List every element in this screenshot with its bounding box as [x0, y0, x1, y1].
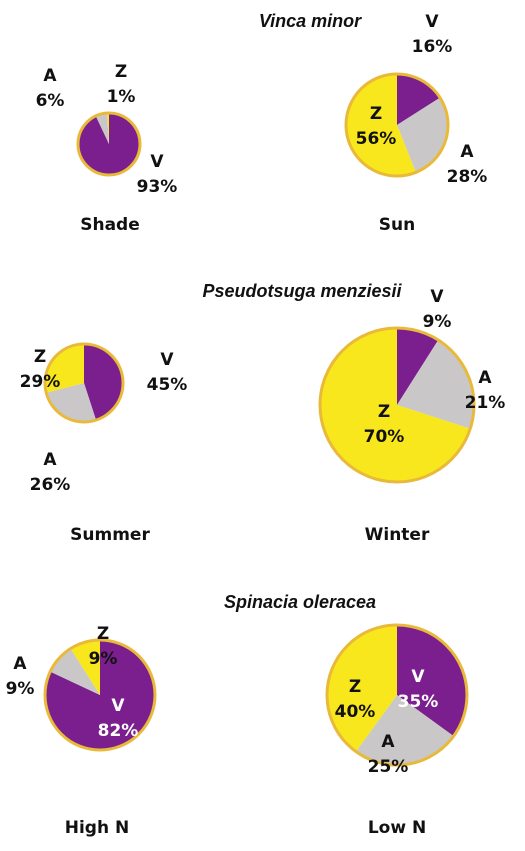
slice-category: A — [13, 654, 27, 674]
slice-category: V — [411, 667, 425, 687]
pie-slice — [78, 113, 141, 175]
slice-value-label: 56% — [356, 129, 397, 149]
pie-caption: Low N — [368, 818, 426, 838]
pie-caption: Summer — [70, 525, 150, 545]
slice-value-label: 26% — [30, 475, 71, 495]
slice-value-label: 28% — [447, 167, 488, 187]
slice-value-label: 9% — [89, 649, 118, 669]
slice-category: A — [460, 142, 474, 162]
slice-value-label: 16% — [412, 37, 453, 57]
pie-slice — [44, 344, 84, 393]
slice-value-label: 40% — [335, 702, 376, 722]
slice-value-label: 1% — [107, 87, 136, 107]
pie-slice — [327, 625, 397, 752]
slice-category: Z — [97, 624, 109, 644]
slice-category: Z — [378, 402, 390, 422]
slice-category: V — [430, 287, 444, 307]
slice-value-label: 9% — [423, 312, 452, 332]
pie-slice — [397, 625, 468, 737]
slice-value-label: 82% — [98, 721, 139, 741]
species-title: Vinca minor — [259, 11, 362, 31]
slice-category: V — [111, 696, 125, 716]
pie-caption: Winter — [365, 525, 430, 545]
pie-slice — [346, 74, 416, 176]
slice-category: Z — [349, 677, 361, 697]
pie-slice — [320, 328, 471, 482]
slice-category: A — [43, 450, 57, 470]
pie-slice — [95, 113, 109, 144]
pie-caption: Shade — [80, 215, 140, 235]
species-title: Spinacia oleracea — [224, 592, 376, 612]
species-title: Pseudotsuga menziesii — [202, 281, 402, 301]
pie-slice — [355, 695, 454, 765]
slice-category: V — [425, 12, 439, 32]
pie-outline — [344, 72, 450, 178]
slice-category: Z — [115, 62, 127, 82]
pie-slice — [45, 640, 156, 750]
slice-category: A — [43, 66, 57, 86]
pie-outline — [76, 111, 142, 177]
slice-value-label: 93% — [137, 177, 178, 197]
slice-category: V — [160, 350, 174, 370]
pie-outline — [43, 638, 157, 752]
slice-category: Z — [34, 347, 46, 367]
slice-category: V — [150, 152, 164, 172]
pie-slice — [70, 640, 100, 695]
slice-value-label: 35% — [398, 692, 439, 712]
slice-value-label: 21% — [465, 393, 506, 413]
pie-slice — [107, 113, 109, 144]
slice-category: A — [478, 368, 492, 388]
pie-slice — [50, 648, 100, 695]
pie-slice — [397, 328, 439, 405]
slice-value-label: 6% — [36, 91, 65, 111]
pie-slice — [397, 97, 449, 173]
slice-value-label: 45% — [147, 375, 188, 395]
pie-slice — [397, 339, 474, 429]
slice-value-label: 70% — [364, 427, 405, 447]
pie-caption: Sun — [379, 215, 415, 235]
slice-category: Z — [370, 104, 382, 124]
pie-slice — [84, 343, 124, 421]
pie-caption: High N — [65, 818, 129, 838]
slice-category: A — [381, 732, 395, 752]
pie-outline — [318, 326, 476, 484]
slice-value-label: 29% — [20, 372, 61, 392]
pie-outline — [43, 342, 125, 424]
slice-value-label: 25% — [368, 757, 409, 777]
slice-value-label: 9% — [6, 679, 35, 699]
pie-outline — [325, 623, 469, 767]
